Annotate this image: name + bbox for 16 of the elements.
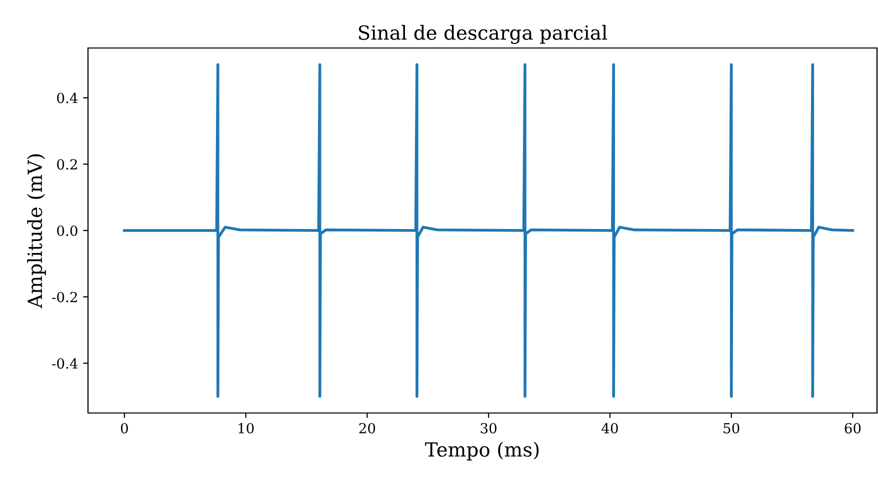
x-tick-label: 40 xyxy=(602,422,618,434)
line-series xyxy=(123,63,854,398)
y-tick-label: 0.2 xyxy=(57,159,77,170)
y-tick-label: 0.0 xyxy=(57,225,78,236)
x-tick-label: 30 xyxy=(480,422,496,434)
x-axis-title: Tempo (ms) xyxy=(425,442,539,461)
x-tick-label: 0 xyxy=(120,422,128,434)
y-tick-label: -0.2 xyxy=(52,292,77,302)
x-tick-label: 20 xyxy=(359,422,376,434)
x-tick-label: 10 xyxy=(238,422,254,434)
chart-title: Sinal de descarga parcial xyxy=(358,24,608,44)
x-tick-label: 60 xyxy=(844,422,861,434)
x-tick-label: 50 xyxy=(724,422,740,434)
y-axis-title: Amplitude (mV) xyxy=(27,154,46,308)
y-tick-label: -0.4 xyxy=(52,358,78,369)
y-tick-label: 0.4 xyxy=(57,92,78,104)
